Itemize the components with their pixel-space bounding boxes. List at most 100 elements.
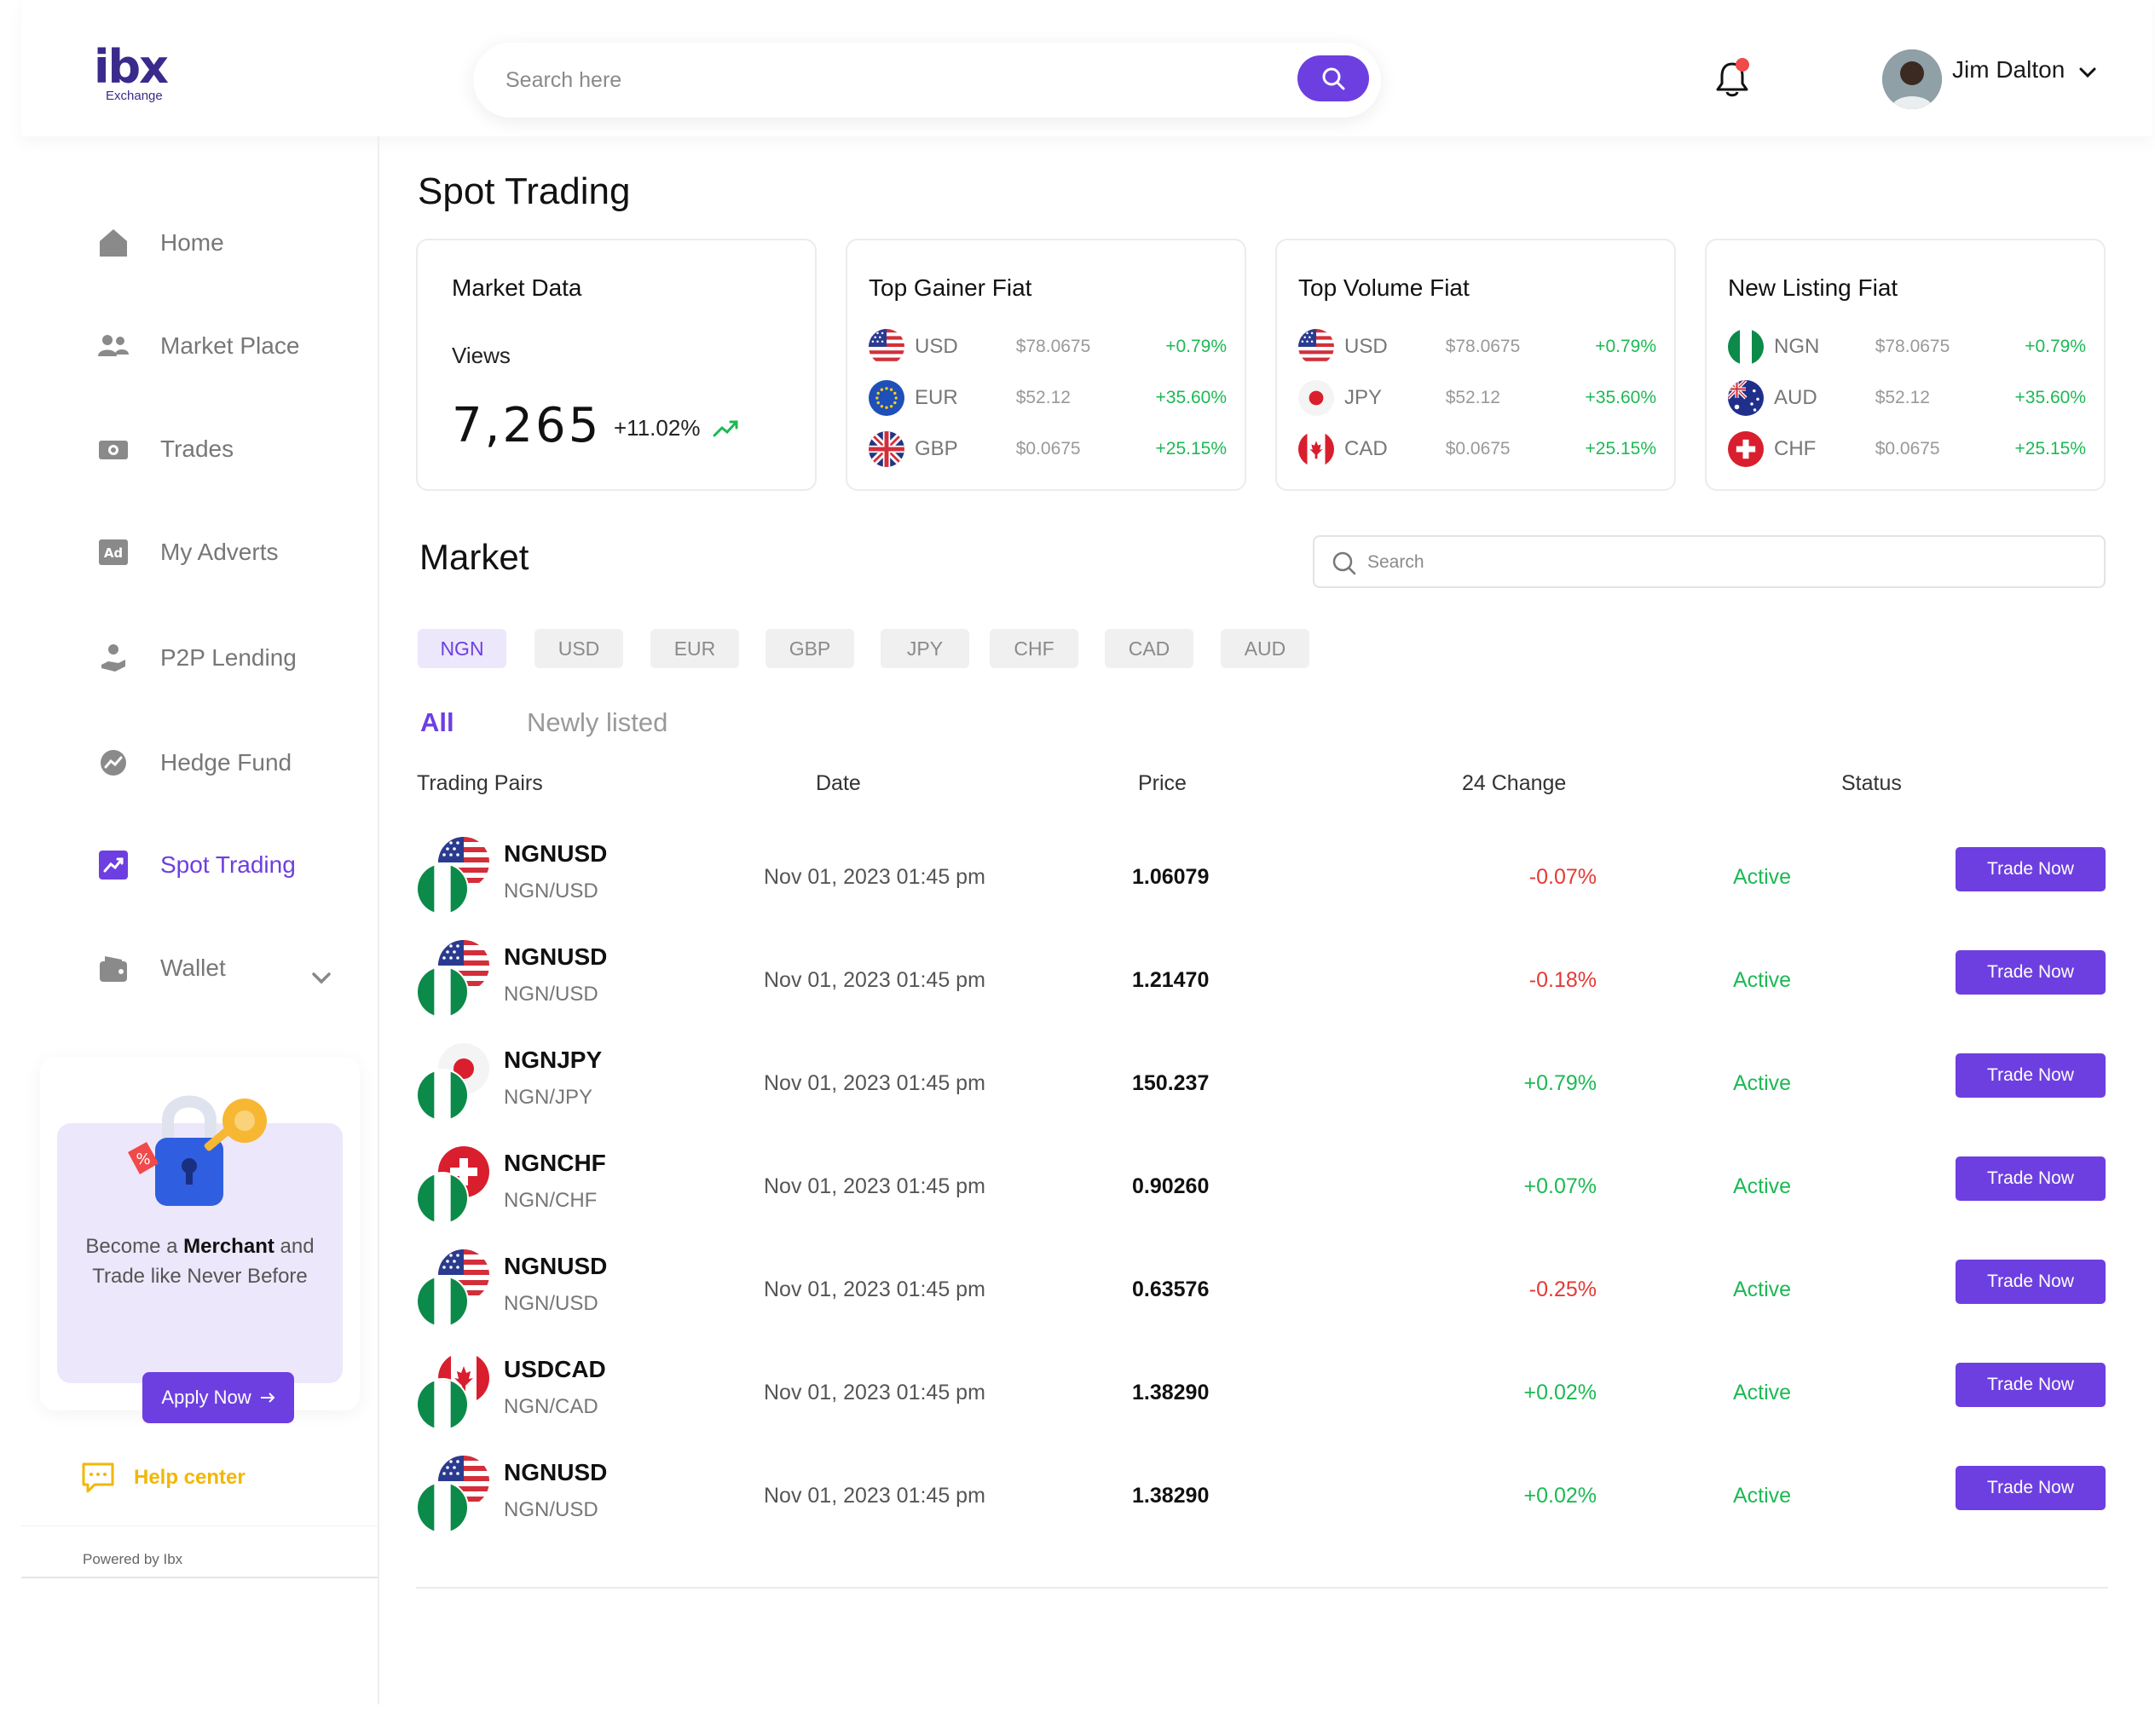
sidebar-item-my-adverts[interactable]: Ad My Adverts	[94, 531, 278, 574]
global-search-input[interactable]	[506, 61, 1273, 99]
row-price: 150.237	[1132, 1071, 1210, 1095]
logo-wordmark: ibx	[94, 40, 169, 94]
table-row: NGNCHF NGN/CHF Nov 01, 2023 01:45 pm 0.9026…	[416, 1146, 2108, 1231]
sidebar-item-trades[interactable]: Trades	[94, 428, 234, 470]
currency-change: +25.15%	[1155, 439, 1228, 459]
pair-name[interactable]: NGNUSD	[504, 840, 608, 867]
wallet-icon	[94, 949, 133, 988]
column-header-price[interactable]: Price	[1138, 771, 1187, 795]
currency-code: EUR	[915, 386, 958, 409]
new-listing-card: New Listing Fiat NGN $78.0675 +0.79% AUD $5…	[1705, 239, 2106, 491]
row-date: Nov 01, 2023 01:45 pm	[764, 865, 985, 889]
sidebar-item-home[interactable]: Home	[94, 222, 224, 264]
sidebar-item-label: My Adverts	[160, 539, 279, 565]
pair-name[interactable]: NGNUSD	[504, 943, 608, 970]
tab-newly-listed[interactable]: Newly listed	[527, 707, 668, 737]
divider	[416, 1587, 2108, 1589]
currency-row[interactable]: AUD $52.12 +35.60%	[1728, 379, 2086, 417]
chevron-down-icon[interactable]	[2078, 66, 2097, 78]
currency-code: JPY	[1344, 386, 1383, 409]
home-icon	[94, 223, 133, 262]
sidebar-item-label: Home	[160, 229, 224, 256]
currency-chip-ngn[interactable]: NGN	[418, 629, 506, 668]
currency-chip-eur[interactable]: EUR	[650, 629, 739, 668]
column-header-24-change[interactable]: 24 Change	[1462, 771, 1567, 795]
help-center-link[interactable]: Help center	[81, 1462, 246, 1494]
jp-flag-icon	[1298, 380, 1334, 416]
ng-flag-icon	[416, 1275, 469, 1328]
currency-change: +0.79%	[1165, 337, 1227, 356]
pair-name[interactable]: NGNJPY	[504, 1047, 603, 1073]
currency-price: $78.0675	[1445, 337, 1521, 356]
sidebar-item-market-place[interactable]: Market Place	[94, 325, 299, 367]
apply-now-button[interactable]: Apply Now	[142, 1372, 294, 1423]
currency-change: +35.60%	[1585, 388, 1657, 407]
currency-row[interactable]: NGN $78.0675 +0.79%	[1728, 328, 2086, 366]
row-date: Nov 01, 2023 01:45 pm	[764, 1277, 985, 1301]
search-button[interactable]	[1297, 55, 1369, 101]
currency-row[interactable]: USD $78.0675 +0.79%	[869, 328, 1227, 366]
cash-icon	[94, 430, 133, 469]
users-icon	[94, 326, 133, 366]
views-label: Views	[452, 343, 511, 368]
currency-chip-cad[interactable]: CAD	[1105, 629, 1193, 668]
column-header-trading-pairs[interactable]: Trading Pairs	[417, 771, 543, 795]
chevron-down-icon[interactable]	[311, 972, 332, 985]
pair-name[interactable]: USDCAD	[504, 1356, 606, 1382]
sidebar-item-wallet[interactable]: Wallet	[94, 947, 226, 989]
currency-chip-jpy[interactable]: JPY	[881, 629, 969, 668]
sidebar-item-p2p-lending[interactable]: P2P Lending	[94, 637, 297, 679]
market-search-input[interactable]	[1367, 547, 2083, 578]
table-row: NGNUSD NGN/USD Nov 01, 2023 01:45 pm 1.3829…	[416, 1456, 2108, 1541]
card-title: Top Volume Fiat	[1298, 274, 1470, 301]
tab-all[interactable]: All	[420, 707, 454, 737]
currency-chip-chf[interactable]: CHF	[990, 629, 1078, 668]
logo[interactable]: ibx Exchange	[94, 44, 196, 108]
table-row: NGNJPY NGN/JPY Nov 01, 2023 01:45 pm 150.23…	[416, 1043, 2108, 1128]
trade-now-button[interactable]: Trade Now	[1956, 1260, 2106, 1304]
currency-change: +25.15%	[2014, 439, 2087, 459]
trade-now-button[interactable]: Trade Now	[1956, 1156, 2106, 1201]
currency-row[interactable]: CAD $0.0675 +25.15%	[1298, 430, 1656, 468]
row-price: 1.06079	[1132, 865, 1210, 889]
pair-name[interactable]: NGNUSD	[504, 1253, 608, 1279]
trade-now-button[interactable]: Trade Now	[1956, 1053, 2106, 1098]
sidebar-item-spot-trading[interactable]: Spot Trading	[94, 844, 296, 886]
top-volume-card: Top Volume Fiat USD $78.0675 +0.79% JPY $52…	[1275, 239, 1676, 491]
trade-now-button[interactable]: Trade Now	[1956, 847, 2106, 891]
market-title: Market	[419, 537, 529, 577]
column-header-date[interactable]: Date	[816, 771, 861, 795]
row-date: Nov 01, 2023 01:45 pm	[764, 968, 985, 992]
chart-icon	[94, 845, 133, 885]
currency-chip-usd[interactable]: USD	[534, 629, 623, 668]
user-name[interactable]: Jim Dalton	[1952, 56, 2065, 83]
column-header-status[interactable]: Status	[1841, 771, 1902, 795]
ad-icon: Ad	[94, 533, 133, 572]
currency-row[interactable]: USD $78.0675 +0.79%	[1298, 328, 1656, 366]
top-gainer-card: Top Gainer Fiat USD $78.0675 +0.79% EUR $52…	[846, 239, 1246, 491]
pair-name[interactable]: NGNCHF	[504, 1150, 606, 1176]
divider	[21, 1525, 378, 1526]
currency-row[interactable]: EUR $52.12 +35.60%	[869, 379, 1227, 417]
currency-price: $78.0675	[1875, 337, 1950, 356]
currency-row[interactable]: JPY $52.12 +35.60%	[1298, 379, 1656, 417]
currency-row[interactable]: CHF $0.0675 +25.15%	[1728, 430, 2086, 468]
currency-price: $52.12	[1875, 388, 1930, 407]
avatar[interactable]	[1882, 49, 1942, 109]
powered-by: Powered by Ibx	[83, 1551, 183, 1567]
trade-now-button[interactable]: Trade Now	[1956, 1363, 2106, 1407]
currency-price: $0.0675	[1875, 439, 1940, 459]
currency-row[interactable]: GBP $0.0675 +25.15%	[869, 430, 1227, 468]
currency-chip-aud[interactable]: AUD	[1221, 629, 1309, 668]
market-search	[1313, 535, 2106, 588]
trade-now-button[interactable]: Trade Now	[1956, 1466, 2106, 1510]
trade-now-button[interactable]: Trade Now	[1956, 950, 2106, 995]
sidebar-item-hedge-fund[interactable]: Hedge Fund	[94, 741, 292, 784]
ng-flag-icon	[416, 1378, 469, 1431]
pair-name[interactable]: NGNUSD	[504, 1459, 608, 1485]
currency-price: $52.12	[1445, 388, 1500, 407]
help-center-label: Help center	[134, 1466, 246, 1489]
currency-chip-gbp[interactable]: GBP	[766, 629, 854, 668]
avatar-image	[1882, 49, 1942, 109]
ng-flag-icon	[416, 1481, 469, 1534]
